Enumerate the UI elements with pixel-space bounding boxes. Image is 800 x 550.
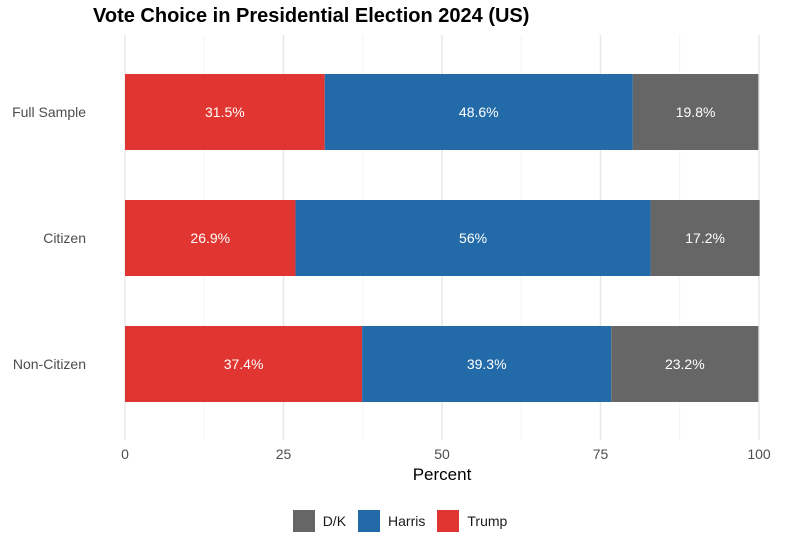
bar-data-label: 31.5%: [205, 104, 245, 120]
bar-segment: [611, 326, 759, 402]
bar-data-label: 56%: [459, 230, 487, 246]
bar-segment: [324, 74, 633, 150]
y-category-label: Non-Citizen: [13, 356, 86, 372]
bar-data-label: 37.4%: [224, 356, 264, 372]
x-axis-label: Percent: [413, 465, 472, 484]
legend: D/K Harris Trump: [0, 510, 800, 532]
legend-label: D/K: [322, 513, 347, 529]
bar-data-label: 23.2%: [665, 356, 705, 372]
legend-label: Harris: [388, 513, 426, 529]
bar-segment: [125, 200, 296, 276]
x-tick-label: 25: [276, 446, 292, 462]
legend-swatch: [358, 510, 381, 532]
bar-segment: [125, 74, 325, 150]
bar-segment: [125, 326, 363, 402]
x-tick-label: 75: [593, 446, 609, 462]
bar-data-label: 17.2%: [685, 230, 725, 246]
bar-data-label: 19.8%: [676, 104, 716, 120]
x-tick-label: 0: [121, 446, 129, 462]
x-tick-label: 50: [434, 446, 450, 462]
bar-segment: [295, 200, 651, 276]
legend-swatch: [437, 510, 460, 532]
bar-data-label: 48.6%: [459, 104, 499, 120]
chart-title: Vote Choice in Presidential Election 202…: [93, 5, 530, 27]
bar-segment: [632, 74, 759, 150]
x-axis-ticks: 0 25 50 75 100: [121, 446, 771, 462]
legend-item: D/K: [292, 510, 347, 532]
y-category-label: Full Sample: [12, 104, 86, 120]
bar-segment: [650, 200, 760, 276]
bar-data-label: 26.9%: [190, 230, 230, 246]
y-category-label: Citizen: [43, 230, 86, 246]
x-tick-label: 100: [747, 446, 771, 462]
bars: 31.5% 48.6% 19.8% 26.9% 56% 17.2% 37.4% 39.3% 23…: [125, 74, 760, 402]
legend-item: Trump: [437, 510, 507, 532]
y-axis-labels: Full Sample Citizen Non-Citizen: [12, 104, 86, 372]
bar-segment: [362, 326, 612, 402]
bar-data-label: 39.3%: [467, 356, 507, 372]
legend-item: Harris: [358, 510, 425, 532]
legend-label: Trump: [467, 513, 508, 529]
legend-swatch: [292, 510, 315, 532]
